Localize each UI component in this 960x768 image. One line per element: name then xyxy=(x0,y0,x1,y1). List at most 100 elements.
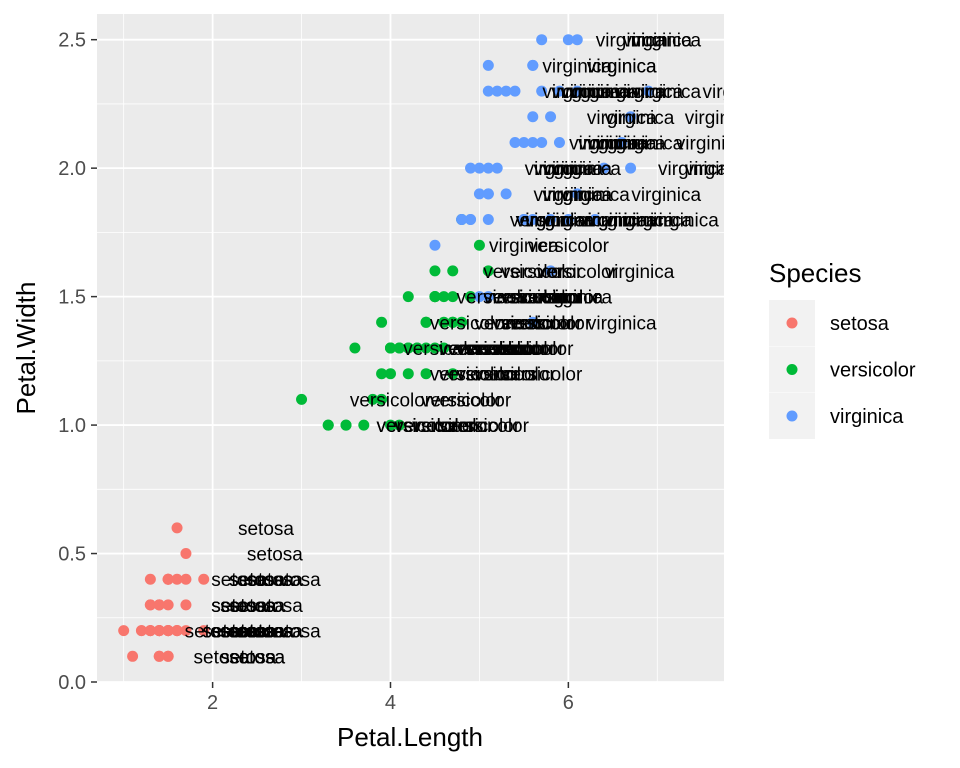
data-point-setosa xyxy=(180,573,192,585)
point-label-versicolor: versicolor xyxy=(483,288,565,309)
data-point-versicolor xyxy=(358,419,370,431)
data-point-virginica xyxy=(456,214,468,226)
point-label-virginica: virginica xyxy=(658,159,728,180)
point-label-setosa: setosa xyxy=(211,622,267,643)
point-label-virginica: virginica xyxy=(578,211,648,232)
point-label-virginica: virginica xyxy=(542,56,612,77)
data-point-setosa xyxy=(162,625,174,637)
data-point-virginica xyxy=(482,291,494,303)
data-point-virginica xyxy=(518,136,530,148)
point-label-setosa: setosa xyxy=(229,622,285,643)
point-label-virginica: virginica xyxy=(649,211,719,232)
point-label-versicolor: versicolor xyxy=(528,236,610,257)
data-point-setosa xyxy=(171,522,183,534)
point-label-versicolor: versicolor xyxy=(412,416,494,437)
data-point-virginica xyxy=(545,214,557,226)
point-label-virginica: virginica xyxy=(596,82,666,103)
data-point-virginica xyxy=(571,188,583,200)
data-point-versicolor xyxy=(465,291,477,303)
point-label-virginica: virginica xyxy=(542,82,612,103)
data-points xyxy=(118,34,654,662)
data-point-versicolor xyxy=(429,291,441,303)
point-label-virginica: virginica xyxy=(631,82,701,103)
data-point-setosa xyxy=(118,625,130,637)
data-point-virginica xyxy=(482,162,494,174)
point-label-setosa: setosa xyxy=(185,622,241,643)
data-point-versicolor xyxy=(376,393,388,405)
point-label-setosa: setosa xyxy=(247,622,303,643)
point-label-virginica: virginica xyxy=(596,31,666,52)
data-point-virginica xyxy=(545,111,557,123)
point-label-virginica: virginica xyxy=(525,211,595,232)
data-point-virginica xyxy=(571,34,583,46)
point-label-setosa: setosa xyxy=(229,622,285,643)
data-point-virginica xyxy=(509,136,521,148)
data-point-virginica xyxy=(625,162,637,174)
data-point-virginica xyxy=(509,85,521,97)
data-point-virginica xyxy=(473,291,485,303)
legend: Species setosa versicolor virginica xyxy=(769,258,916,439)
point-label-versicolor: versicolor xyxy=(483,339,565,360)
data-point-versicolor xyxy=(376,316,388,328)
x-axis-title: Petal.Length xyxy=(337,722,483,752)
point-label-versicolor: versicolor xyxy=(501,313,583,334)
data-point-versicolor xyxy=(429,342,441,354)
point-label-setosa: setosa xyxy=(229,622,285,643)
data-point-setosa xyxy=(162,573,174,585)
point-label-versicolor: versicolor xyxy=(510,211,592,232)
data-point-virginica xyxy=(571,85,583,97)
point-label-versicolor: versicolor xyxy=(394,416,476,437)
data-point-versicolor xyxy=(420,342,432,354)
data-point-setosa xyxy=(171,625,183,637)
point-label-virginica: virginica xyxy=(685,159,755,180)
point-label-setosa: setosa xyxy=(229,622,285,643)
data-point-virginica xyxy=(642,85,654,97)
point-label-setosa: setosa xyxy=(238,570,294,591)
point-label-setosa: setosa xyxy=(229,570,285,591)
data-point-virginica xyxy=(482,214,494,226)
data-point-versicolor xyxy=(367,393,379,405)
y-tick-label: 2.5 xyxy=(58,30,86,52)
point-label-versicolor: versicolor xyxy=(430,365,512,386)
point-label-versicolor: versicolor xyxy=(350,390,432,411)
point-label-virginica: virginica xyxy=(605,211,675,232)
point-label-setosa: setosa xyxy=(202,622,258,643)
point-label-virginica: virginica xyxy=(596,133,666,154)
point-label-virginica: virginica xyxy=(516,211,586,232)
x-tick-label: 4 xyxy=(385,692,396,714)
point-label-setosa: setosa xyxy=(194,647,250,668)
point-label-virginica: virginica xyxy=(525,211,595,232)
point-label-setosa: setosa xyxy=(229,647,285,668)
y-axis-title: Petal.Width xyxy=(11,282,41,415)
point-labels: setosasetosasetosasetosasetosasetosaseto… xyxy=(185,31,755,669)
data-point-versicolor xyxy=(402,291,414,303)
data-point-setosa xyxy=(144,573,156,585)
point-label-versicolor: versicolor xyxy=(465,339,547,360)
point-label-setosa: setosa xyxy=(238,519,294,540)
data-point-setosa xyxy=(171,573,183,585)
point-label-virginica: virginica xyxy=(614,133,684,154)
point-label-versicolor: versicolor xyxy=(457,288,539,309)
point-label-versicolor: versicolor xyxy=(492,339,574,360)
data-point-setosa xyxy=(180,599,192,611)
point-label-setosa: setosa xyxy=(220,622,276,643)
data-point-versicolor xyxy=(402,368,414,380)
point-label-versicolor: versicolor xyxy=(377,416,459,437)
point-label-virginica: virginica xyxy=(542,185,612,206)
x-tick-label: 2 xyxy=(207,692,218,714)
point-label-versicolor: versicolor xyxy=(457,365,539,386)
point-label-setosa: setosa xyxy=(238,622,294,643)
data-point-setosa xyxy=(127,650,139,662)
point-label-versicolor: versicolor xyxy=(457,339,539,360)
data-point-virginica xyxy=(482,59,494,71)
point-label-setosa: setosa xyxy=(220,622,276,643)
point-label-setosa: setosa xyxy=(220,647,276,668)
data-point-setosa xyxy=(144,625,156,637)
data-point-versicolor xyxy=(447,316,459,328)
legend-title: Species xyxy=(769,258,862,288)
data-point-virginica xyxy=(545,265,557,277)
data-point-virginica xyxy=(527,214,539,226)
point-label-virginica: virginica xyxy=(516,211,586,232)
point-label-virginica: virginica xyxy=(587,313,657,334)
